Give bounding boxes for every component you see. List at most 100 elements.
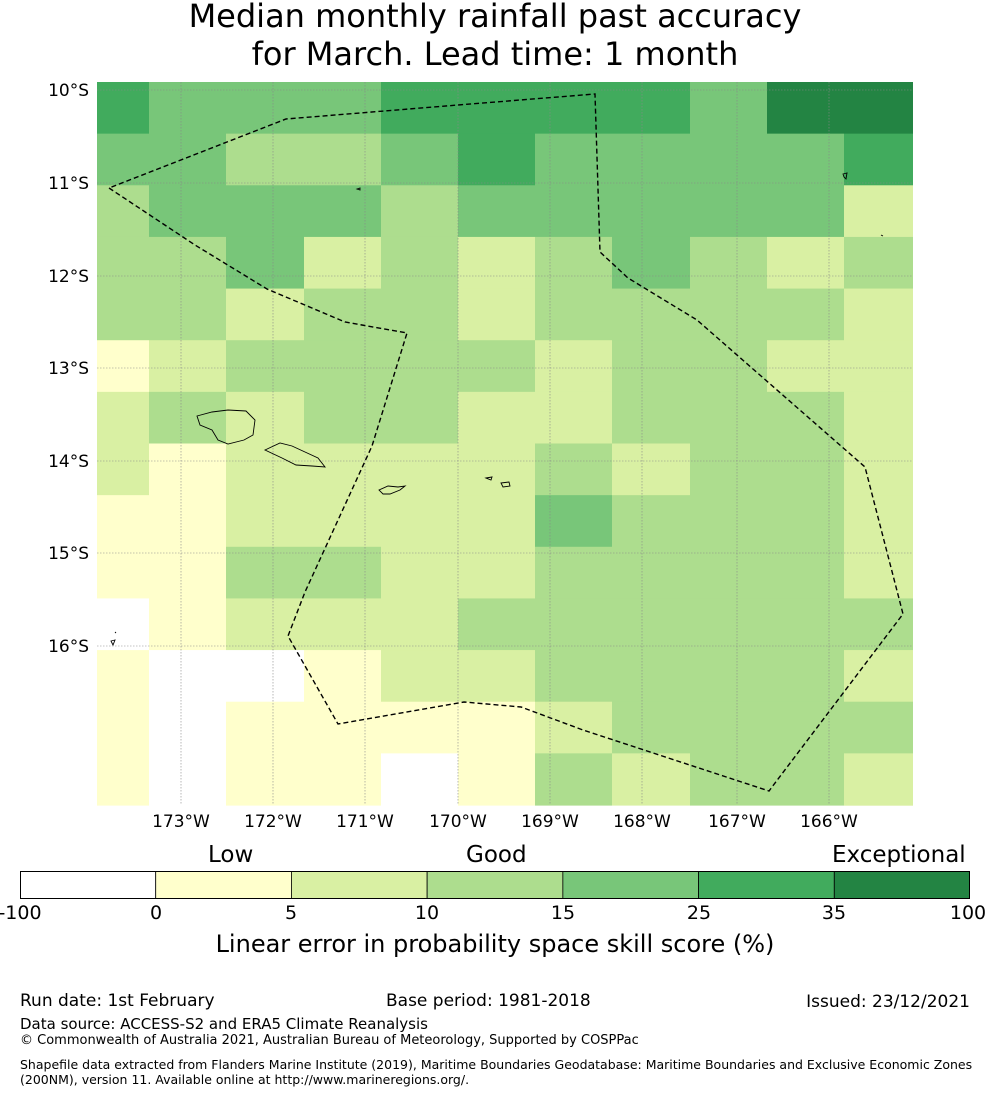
grid-cell bbox=[458, 598, 535, 651]
grid-cell bbox=[535, 598, 612, 651]
lon-label-173w: 173°W bbox=[152, 812, 210, 830]
grid-cell bbox=[767, 340, 844, 393]
grid-cell bbox=[612, 495, 690, 548]
grid-cell bbox=[844, 236, 913, 290]
grid-cell bbox=[304, 495, 381, 548]
upolu-island bbox=[263, 442, 326, 468]
grid-cell bbox=[97, 185, 149, 238]
grid-cell bbox=[304, 133, 381, 186]
tau-island bbox=[500, 481, 511, 488]
grid-cell bbox=[767, 443, 844, 496]
grid-cell bbox=[612, 340, 690, 393]
grid-cell bbox=[149, 185, 226, 238]
grid-cell bbox=[612, 650, 690, 703]
grid-cell bbox=[767, 598, 844, 651]
grid-cell bbox=[458, 82, 535, 135]
grid-cell bbox=[381, 598, 458, 651]
grid-cell bbox=[458, 340, 535, 393]
grid-cell bbox=[458, 236, 535, 290]
grid-cell bbox=[149, 598, 226, 651]
grid-cell bbox=[767, 495, 844, 548]
tokelau-atoll-2 bbox=[880, 234, 884, 237]
grid-cell bbox=[535, 340, 612, 393]
grid-cell bbox=[304, 236, 381, 290]
lat-label-13s: 13°S bbox=[48, 359, 89, 379]
grid-cell bbox=[767, 546, 844, 600]
category-low: Low bbox=[208, 842, 254, 868]
grid-cell bbox=[690, 650, 767, 703]
grid-cell bbox=[844, 288, 913, 341]
lon-label-170w: 170°W bbox=[429, 812, 487, 830]
grid-cell bbox=[149, 133, 226, 186]
grid-cell bbox=[690, 391, 767, 445]
grid-cell bbox=[767, 701, 844, 754]
grid-cell bbox=[844, 650, 913, 703]
grid-cell bbox=[612, 185, 690, 238]
grid-cell bbox=[381, 133, 458, 186]
grid-cell bbox=[844, 391, 913, 445]
colorbar-tick: 25 bbox=[686, 902, 712, 924]
grid-cell bbox=[226, 133, 304, 186]
lat-label-14s: 14°S bbox=[48, 452, 89, 472]
base-period: Base period: 1981-2018 bbox=[386, 991, 591, 1011]
grid-cell bbox=[149, 340, 226, 393]
grid-cell bbox=[458, 185, 535, 238]
grid-cell bbox=[690, 495, 767, 548]
grid-cell bbox=[97, 546, 149, 600]
grid-cell bbox=[97, 82, 149, 135]
grid-cell bbox=[97, 598, 149, 651]
grid-cell bbox=[612, 82, 690, 135]
grid-cell bbox=[844, 701, 913, 754]
grid-cell bbox=[226, 701, 304, 754]
colorbar-frame bbox=[20, 871, 970, 899]
grid-cell bbox=[226, 236, 304, 290]
grid-cell bbox=[149, 650, 226, 703]
grid-cell bbox=[767, 185, 844, 238]
grid-cell bbox=[458, 753, 535, 806]
lat-label-16s: 16°S bbox=[48, 637, 89, 657]
colorbar-swatch bbox=[698, 871, 835, 899]
grid-cell bbox=[304, 701, 381, 754]
grid-cell bbox=[458, 495, 535, 548]
grid-cell bbox=[535, 133, 612, 186]
colorbar-swatch bbox=[833, 871, 970, 899]
grid-cell bbox=[612, 288, 690, 341]
grid-cell bbox=[844, 546, 913, 600]
grid-cell bbox=[97, 391, 149, 445]
grid-cell bbox=[226, 546, 304, 600]
grid-cell bbox=[844, 495, 913, 548]
grid-cell bbox=[381, 701, 458, 754]
tutuila-island bbox=[378, 485, 407, 495]
grid-cell bbox=[226, 391, 304, 445]
grid-cell bbox=[149, 495, 226, 548]
lat-label-12s: 12°S bbox=[48, 267, 89, 287]
grid-cell bbox=[535, 391, 612, 445]
colorbar bbox=[20, 871, 970, 899]
map-gridlines bbox=[97, 82, 913, 805]
grid-cell bbox=[97, 443, 149, 496]
grid-cell bbox=[304, 546, 381, 600]
grid-cell bbox=[535, 650, 612, 703]
islands bbox=[110, 172, 884, 647]
grid-cell bbox=[381, 546, 458, 600]
grid-cell bbox=[612, 701, 690, 754]
grid-cell bbox=[844, 185, 913, 238]
grid-cell bbox=[97, 340, 149, 393]
data-source: Data source: ACCESS-S2 and ERA5 Climate … bbox=[20, 1015, 428, 1033]
colorbar-tick: 100 bbox=[949, 902, 987, 924]
tokelau-atoll bbox=[842, 172, 848, 180]
lat-label-11s: 11°S bbox=[48, 174, 89, 194]
colorbar-swatch bbox=[562, 871, 699, 899]
lon-label-167w: 167°W bbox=[708, 812, 766, 830]
shapefile-credit-line-2: (200NM), version 11. Available online at… bbox=[20, 1072, 470, 1087]
grid-cell bbox=[149, 82, 226, 135]
grid-cell bbox=[535, 701, 612, 754]
grid-cell bbox=[226, 340, 304, 393]
colorbar-tick: 10 bbox=[414, 902, 440, 924]
grid-cell bbox=[381, 236, 458, 290]
skill-grid bbox=[97, 82, 913, 806]
grid-cell bbox=[535, 185, 612, 238]
grid-cell bbox=[844, 598, 913, 651]
map-title: Median monthly rainfall past accuracy fo… bbox=[0, 0, 990, 73]
colorbar-tick: -100 bbox=[0, 902, 42, 924]
